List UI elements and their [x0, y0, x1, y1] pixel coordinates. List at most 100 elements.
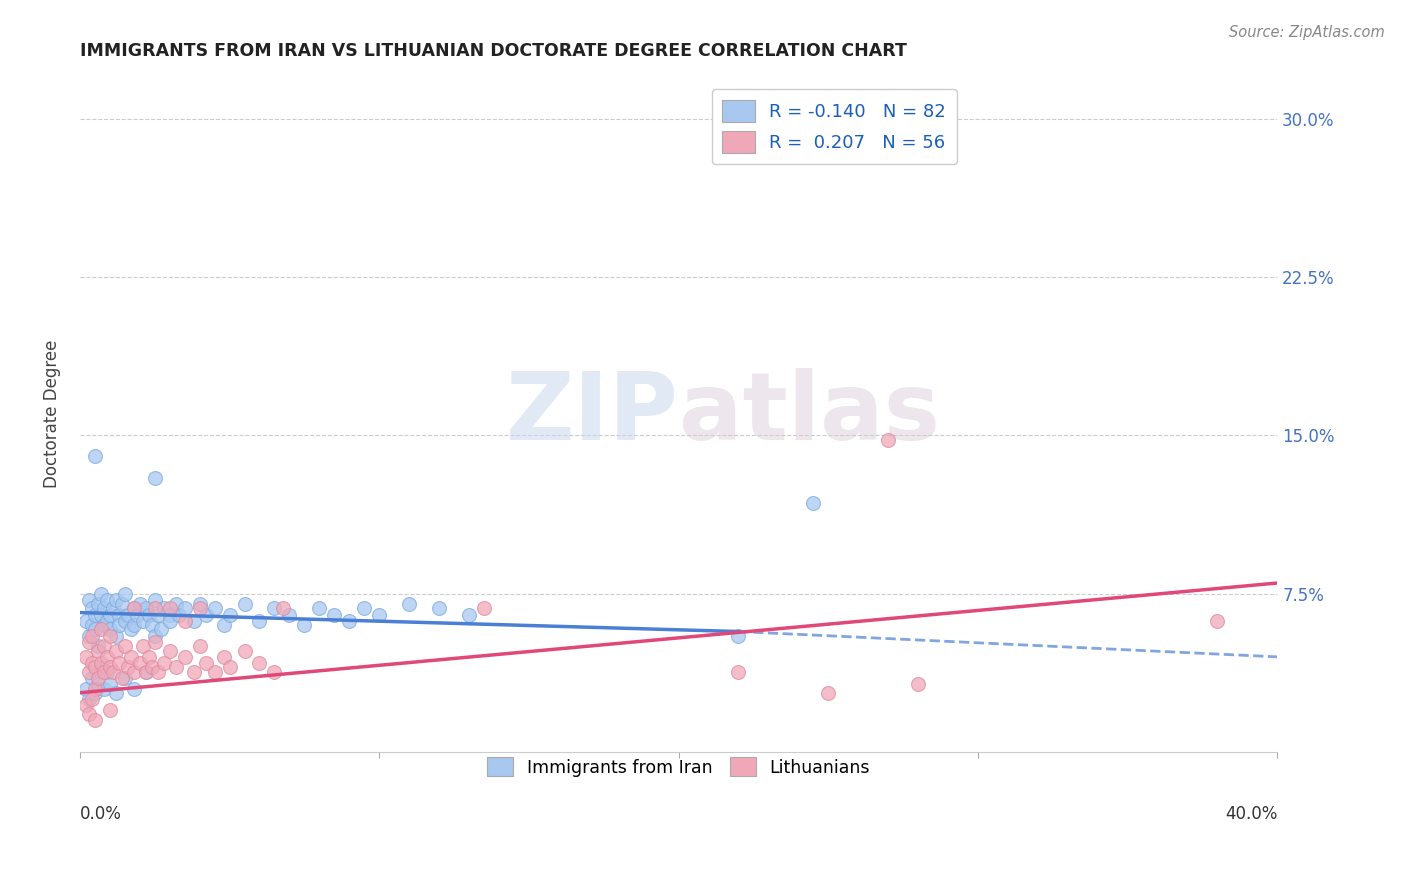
Point [120, 649, 142, 664]
Point [122, 601, 145, 615]
Point [93, 681, 115, 696]
Point [114, 671, 136, 685]
Point [159, 614, 181, 628]
Point [90, 586, 112, 600]
Point [122, 601, 145, 615]
Point [83, 450, 105, 464]
Point [98, 623, 121, 637]
Point [122, 681, 145, 696]
Point [77, 706, 100, 721]
Point [80, 618, 103, 632]
Point [152, 601, 174, 615]
Point [173, 614, 195, 628]
Point [138, 607, 160, 622]
Point [98, 629, 121, 643]
Point [188, 640, 211, 654]
Point [98, 660, 121, 674]
Point [173, 649, 195, 664]
Point [107, 656, 129, 670]
Point [114, 640, 136, 654]
Point [93, 618, 115, 632]
Point [337, 614, 360, 628]
Point [96, 665, 118, 679]
Text: IMMIGRANTS FROM IRAN VS LITHUANIAN DOCTORATE DEGREE CORRELATION CHART: IMMIGRANTS FROM IRAN VS LITHUANIAN DOCTO… [80, 42, 907, 60]
Point [167, 607, 190, 622]
Point [80, 656, 103, 670]
Point [128, 597, 150, 611]
Point [98, 607, 121, 622]
Point [77, 692, 100, 706]
Text: 0.0%: 0.0% [80, 805, 122, 822]
Point [159, 607, 181, 622]
Point [1206, 614, 1229, 628]
Point [353, 601, 375, 615]
Point [104, 686, 127, 700]
Point [104, 643, 127, 657]
Point [141, 618, 163, 632]
Point [93, 665, 115, 679]
Point [188, 601, 211, 615]
Point [218, 607, 240, 622]
Point [263, 665, 285, 679]
Point [87, 671, 110, 685]
Point [101, 665, 124, 679]
Point [194, 656, 217, 670]
Y-axis label: Doctorate Degree: Doctorate Degree [44, 340, 60, 489]
Point [194, 607, 217, 622]
Point [204, 665, 226, 679]
Point [83, 623, 105, 637]
Point [204, 601, 226, 615]
Point [292, 618, 315, 632]
Point [323, 607, 346, 622]
Point [120, 623, 142, 637]
Point [173, 601, 195, 615]
Point [159, 601, 181, 615]
Point [83, 686, 105, 700]
Point [212, 649, 235, 664]
Point [77, 665, 100, 679]
Point [212, 618, 235, 632]
Point [96, 649, 118, 664]
Point [117, 607, 139, 622]
Point [104, 593, 127, 607]
Point [727, 665, 749, 679]
Point [143, 629, 166, 643]
Point [218, 660, 240, 674]
Point [90, 656, 112, 670]
Point [90, 660, 112, 674]
Text: atlas: atlas [679, 368, 939, 460]
Point [273, 601, 295, 615]
Text: Source: ZipAtlas.com: Source: ZipAtlas.com [1229, 25, 1385, 40]
Point [135, 665, 157, 679]
Text: 40.0%: 40.0% [1225, 805, 1277, 822]
Point [165, 660, 187, 674]
Point [77, 629, 100, 643]
Point [83, 607, 105, 622]
Point [96, 614, 118, 628]
Point [165, 597, 187, 611]
Point [132, 640, 155, 654]
Point [149, 623, 172, 637]
Legend: Immigrants from Iran, Lithuanians: Immigrants from Iran, Lithuanians [479, 750, 877, 784]
Point [87, 640, 110, 654]
Point [135, 665, 157, 679]
Point [143, 635, 166, 649]
Point [427, 601, 450, 615]
Point [146, 607, 169, 622]
Point [107, 607, 129, 622]
Point [90, 607, 112, 622]
Point [111, 597, 134, 611]
Point [87, 677, 110, 691]
Point [135, 601, 157, 615]
Point [143, 593, 166, 607]
Point [132, 614, 155, 628]
Point [138, 649, 160, 664]
Point [125, 607, 148, 622]
Point [114, 614, 136, 628]
Point [817, 686, 839, 700]
Point [80, 671, 103, 685]
Point [83, 713, 105, 727]
Point [143, 470, 166, 484]
Point [183, 665, 205, 679]
Point [80, 692, 103, 706]
